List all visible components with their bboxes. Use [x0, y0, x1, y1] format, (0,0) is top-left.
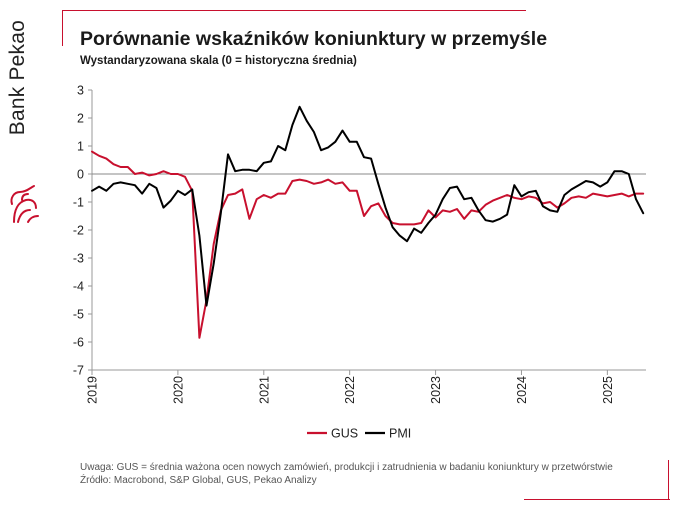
- footnote-note: Uwaga: GUS = średnia ważona ocen nowych …: [80, 462, 613, 473]
- frame-line-top-left: [62, 10, 63, 46]
- y-tick-label: -6: [73, 336, 84, 350]
- x-tick-label: 2025: [601, 376, 615, 404]
- x-tick-label: 2023: [429, 376, 443, 404]
- chart-title: Porównanie wskaźników koniunktury w prze…: [80, 28, 548, 50]
- series-line-pmi: [91, 105, 645, 307]
- brand-sidebar: Bank Pekao: [0, 0, 50, 510]
- y-tick-label: 3: [77, 84, 84, 98]
- y-tick-label: -1: [73, 196, 84, 210]
- x-tick-label: 2024: [515, 376, 529, 404]
- y-tick-label: -3: [73, 252, 84, 266]
- x-tick-label: 2020: [171, 376, 185, 404]
- frame-line-bottom-right: [668, 460, 669, 500]
- footnote-source: Źródło: Macrobond, S&P Global, GUS, Peka…: [80, 475, 317, 486]
- x-tick-label: 2021: [257, 376, 271, 404]
- y-tick-label: 0: [77, 168, 84, 182]
- y-tick-label: 2: [77, 112, 84, 126]
- y-tick-label: -5: [73, 308, 84, 322]
- y-tick-label: -7: [73, 364, 84, 378]
- chart-subtitle: Wystandaryzowana skala (0 = historyczna …: [80, 55, 357, 67]
- bison-logo-icon: [10, 185, 39, 223]
- y-tick-label: -2: [73, 224, 84, 238]
- x-tick-label: 2022: [343, 376, 357, 404]
- frame-line-bottom: [524, 499, 670, 500]
- y-tick-label: -4: [73, 280, 84, 294]
- x-tick-label: 2019: [86, 376, 100, 404]
- y-tick-label: 1: [77, 140, 84, 154]
- series-line-gus: [91, 150, 645, 339]
- footnote: Uwaga: GUS = średnia ważona ocen nowych …: [80, 461, 613, 487]
- legend-label-pmi: PMI: [389, 427, 411, 441]
- legend-label-gus: GUS: [331, 427, 358, 441]
- frame-line-top: [62, 10, 526, 11]
